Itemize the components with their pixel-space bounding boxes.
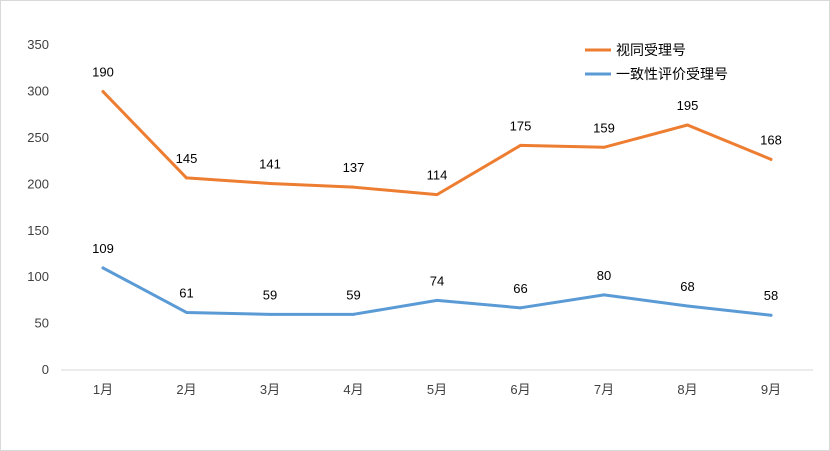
y-tick-label: 50 xyxy=(35,316,49,331)
y-axis: 0 50 100 150 200 250 300 350 xyxy=(27,37,49,377)
x-tick-label: 2月 xyxy=(176,382,196,397)
y-tick-label: 0 xyxy=(42,362,49,377)
data-label: 190 xyxy=(92,65,114,80)
y-tick-label: 150 xyxy=(27,223,49,238)
legend: 视同受理号 一致性评价受理号 xyxy=(585,43,728,83)
legend-label-series-1: 视同受理号 xyxy=(616,43,686,59)
data-point xyxy=(185,310,188,314)
data-label: 175 xyxy=(510,118,532,133)
series-layer xyxy=(101,90,773,317)
y-tick-label: 300 xyxy=(27,84,49,99)
x-tick-label: 7月 xyxy=(594,382,614,397)
data-label: 195 xyxy=(677,98,699,113)
data-point xyxy=(686,304,689,308)
data-point xyxy=(101,266,105,270)
data-label: 74 xyxy=(430,273,444,288)
data-label: 141 xyxy=(259,156,281,171)
data-point xyxy=(769,313,773,317)
data-point xyxy=(268,312,272,316)
data-label: 159 xyxy=(593,120,615,135)
data-point xyxy=(435,298,439,302)
x-tick-label: 9月 xyxy=(761,382,781,397)
data-point xyxy=(352,312,355,316)
data-point xyxy=(519,306,522,310)
data-label: 145 xyxy=(176,151,198,166)
y-tick-label: 200 xyxy=(27,176,49,191)
data-point xyxy=(352,185,355,189)
data-labels: 190 145 141 137 114 175 159 195 168 109 61 59 59 74 66… xyxy=(92,65,782,304)
data-label: 68 xyxy=(680,279,694,294)
legend-label-series-2: 一致性评价受理号 xyxy=(616,67,728,83)
data-label: 61 xyxy=(179,285,193,300)
data-label: 58 xyxy=(764,288,778,303)
data-label: 114 xyxy=(427,168,448,183)
data-point xyxy=(602,145,606,149)
data-label: 137 xyxy=(343,160,365,175)
data-point xyxy=(435,193,439,197)
data-label: 59 xyxy=(346,287,360,302)
x-tick-label: 1月 xyxy=(93,382,113,397)
data-point xyxy=(686,123,689,127)
data-point xyxy=(101,90,105,94)
data-point xyxy=(602,293,606,297)
y-tick-label: 100 xyxy=(27,269,49,284)
data-point xyxy=(268,181,272,185)
x-tick-label: 5月 xyxy=(427,382,447,397)
data-label: 59 xyxy=(263,287,277,302)
data-label: 80 xyxy=(597,268,611,283)
y-tick-label: 250 xyxy=(27,130,49,145)
data-label: 109 xyxy=(92,241,114,256)
data-label: 168 xyxy=(760,132,782,147)
x-tick-label: 4月 xyxy=(343,382,363,397)
data-point xyxy=(519,143,522,147)
data-point xyxy=(769,157,773,161)
data-label: 66 xyxy=(513,281,527,296)
x-tick-label: 6月 xyxy=(510,382,530,397)
y-tick-label: 350 xyxy=(27,37,49,52)
x-tick-label: 3月 xyxy=(260,382,280,397)
data-point xyxy=(185,176,188,180)
x-axis: 1月 2月 3月 4月 5月 6月 7月 8月 9月 xyxy=(93,382,781,397)
x-tick-label: 8月 xyxy=(677,382,697,397)
